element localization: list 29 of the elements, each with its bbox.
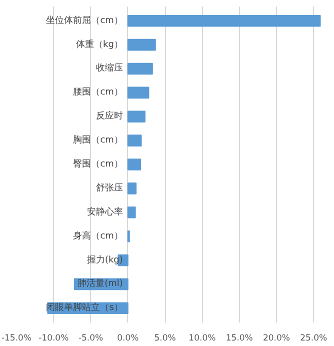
bar — [127, 206, 136, 218]
y-tick-label: 坐位体前屈（cm） — [46, 14, 123, 26]
x-tick-label: 15.0% — [226, 334, 253, 344]
bar — [127, 134, 142, 146]
y-tick-label: 身高（cm） — [73, 230, 123, 242]
y-tick-label: 肺活量(ml) — [78, 278, 123, 290]
bar — [127, 158, 142, 170]
y-tick-label: 胸围（cm） — [73, 134, 123, 146]
bar — [127, 110, 146, 123]
bar — [127, 38, 156, 51]
y-tick-label: 收缩压 — [96, 62, 123, 74]
x-tick-label: 25.0% — [300, 334, 328, 344]
bar — [127, 62, 153, 75]
x-tick-label: 10.0% — [188, 334, 216, 344]
y-tick-label: 安静心率 — [86, 206, 123, 218]
x-tick-label: 20.0% — [262, 334, 290, 344]
x-tick-label: -10.0% — [38, 334, 69, 344]
x-tick-label: -15.0% — [1, 334, 32, 344]
bar — [127, 14, 321, 27]
y-tick-label: 反应时 — [96, 110, 123, 122]
bar — [127, 86, 150, 99]
x-tick-label: 5.0% — [154, 334, 176, 344]
x-tick-label: 0.0% — [117, 334, 139, 344]
y-tick-label: 舒张压 — [96, 182, 123, 194]
y-tick-label: 腰围（cm） — [73, 88, 123, 98]
x-tick-label: -5.0% — [78, 334, 104, 344]
bar — [127, 182, 137, 194]
y-tick-label: 体重（kg） — [76, 38, 123, 50]
y-tick-label: 臀围（cm） — [73, 158, 123, 170]
